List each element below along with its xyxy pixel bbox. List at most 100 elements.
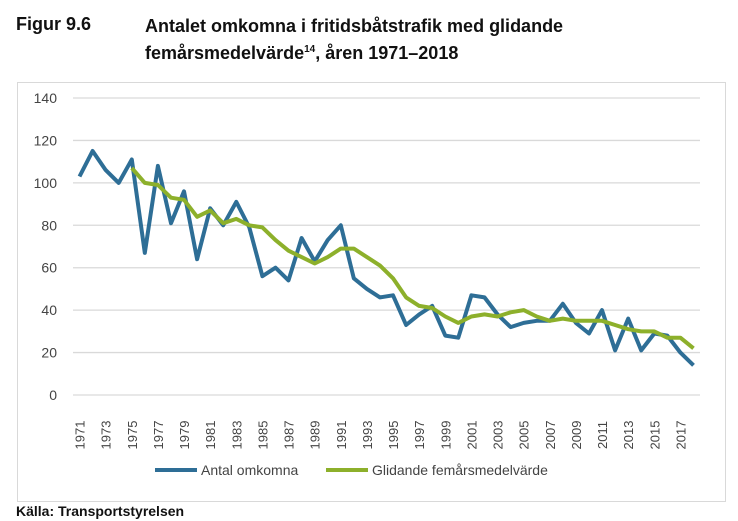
data-point: [156, 164, 160, 168]
y-tick-label: 80: [41, 217, 57, 233]
data-point: [365, 255, 369, 259]
data-point: [378, 295, 382, 299]
data-point: [156, 183, 160, 187]
data-point: [678, 336, 682, 340]
data-point: [600, 308, 604, 312]
data-point: [587, 331, 591, 335]
x-tick-label: 1981: [203, 421, 218, 450]
data-point: [509, 310, 513, 314]
data-point: [143, 181, 147, 185]
data-point: [78, 174, 82, 178]
x-tick-label: 1983: [229, 421, 244, 450]
data-point: [287, 278, 291, 282]
data-point: [561, 302, 565, 306]
data-point: [639, 329, 643, 333]
data-point: [456, 321, 460, 325]
x-tick-label: 1989: [308, 421, 323, 450]
data-point: [195, 215, 199, 219]
data-point: [326, 255, 330, 259]
moving-average-line: [130, 166, 695, 350]
data-point: [221, 221, 225, 225]
chart-title: Antalet omkomna i fritidsbåtstrafik med …: [145, 14, 725, 65]
data-point: [339, 247, 343, 251]
title-main: Antalet omkomna i fritidsbåtstrafik med …: [145, 16, 564, 63]
data-point: [365, 287, 369, 291]
data-point: [469, 315, 473, 319]
figure-label: Figur 9.6: [16, 14, 92, 34]
x-tick-label: 1993: [360, 421, 375, 450]
data-point: [169, 221, 173, 225]
data-point: [378, 264, 382, 268]
y-tick-label: 0: [49, 387, 57, 403]
data-point: [391, 293, 395, 297]
data-point: [430, 306, 434, 310]
data-point: [273, 238, 277, 242]
legend-label: Glidande femårsmedelvärde: [372, 462, 548, 478]
x-tick-label: 1987: [282, 421, 297, 450]
data-point: [496, 315, 500, 319]
legend-label: Antal omkomna: [201, 462, 298, 478]
data-point: [535, 319, 539, 323]
data-point: [208, 208, 212, 212]
data-point: [130, 158, 134, 162]
x-tick-label: 1979: [177, 421, 192, 450]
data-point: [561, 317, 565, 321]
data-point: [260, 225, 264, 229]
x-tick-label: 1995: [386, 421, 401, 450]
y-tick-label: 100: [34, 175, 58, 191]
y-tick-label: 60: [41, 260, 57, 276]
data-point: [587, 319, 591, 323]
data-point: [352, 247, 356, 251]
x-tick-label: 1975: [125, 421, 140, 450]
x-tick-label: 2011: [595, 421, 610, 449]
data-point: [691, 346, 695, 350]
x-tick-label: 1999: [438, 421, 453, 450]
data-point: [182, 198, 186, 202]
data-point: [169, 196, 173, 200]
chart-frame: [17, 82, 726, 502]
x-tick-label: 2009: [569, 421, 584, 450]
data-point: [91, 149, 95, 153]
data-point: [626, 317, 630, 321]
data-point: [548, 319, 552, 323]
data-point: [273, 266, 277, 270]
x-tick-label: 1991: [334, 421, 349, 450]
data-point: [234, 217, 238, 221]
data-point: [326, 238, 330, 242]
data-point: [469, 293, 473, 297]
x-tick-label: 1971: [73, 421, 88, 450]
data-point: [652, 329, 656, 333]
footnote-ref: 14: [304, 44, 316, 55]
x-tick-label: 2007: [543, 421, 558, 450]
data-point: [143, 251, 147, 255]
x-tick-label: 2003: [491, 421, 506, 450]
data-point: [691, 363, 695, 367]
data-point: [339, 223, 343, 227]
x-tick-label: 2015: [647, 421, 662, 450]
data-point: [195, 257, 199, 261]
x-tick-label: 2013: [621, 421, 636, 450]
source-note: Källa: Transportstyrelsen: [16, 503, 185, 519]
data-point: [117, 181, 121, 185]
data-point: [613, 348, 617, 352]
data-point: [522, 321, 526, 325]
data-point: [287, 249, 291, 253]
data-point: [443, 334, 447, 338]
x-tick-label: 1973: [99, 421, 114, 450]
x-tick-label: 2001: [464, 421, 479, 450]
x-tick-label: 1977: [151, 421, 166, 450]
data-point: [482, 295, 486, 299]
data-point: [182, 189, 186, 193]
data-point: [104, 168, 108, 172]
data-point: [522, 308, 526, 312]
deaths-line: [77, 149, 695, 367]
y-tick-label: 120: [34, 132, 58, 148]
y-tick-label: 20: [41, 345, 57, 361]
title-tail: , åren 1971–2018: [315, 43, 459, 63]
data-point: [300, 255, 304, 259]
data-point: [509, 325, 513, 329]
data-point: [678, 351, 682, 355]
data-point: [417, 304, 421, 308]
data-point: [613, 323, 617, 327]
